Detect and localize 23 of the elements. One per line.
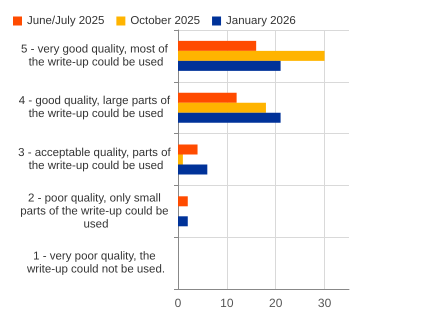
bar xyxy=(178,144,198,154)
legend-label: June/July 2025 xyxy=(27,15,104,27)
x-tick-label: 30 xyxy=(318,296,332,310)
bar xyxy=(178,60,281,71)
y-tick-label: 5 - very good quality, most of the write-up could be used xyxy=(21,43,171,68)
y-tick-label: 2 - poor quality, only small parts of the write-up could be used xyxy=(20,192,172,230)
bar xyxy=(178,112,281,123)
bar xyxy=(178,164,208,174)
x-tick-label: 10 xyxy=(220,296,234,310)
y-tick-label: 4 - good quality, large parts of the write-up could be used xyxy=(18,95,174,120)
y-tick-label: 1 - very poor quality, the write-up could not be used. xyxy=(26,250,166,276)
x-tick-label: 0 xyxy=(174,296,182,310)
bar xyxy=(178,102,266,113)
bar xyxy=(178,92,237,103)
legend-label: October 2025 xyxy=(130,15,200,27)
bar xyxy=(178,40,256,51)
x-tick-label: 20 xyxy=(269,296,283,310)
bar xyxy=(178,216,188,226)
y-tick-label: 3 - acceptable quality, parts of the write-up could be used xyxy=(18,147,174,172)
bar xyxy=(178,196,188,206)
bar xyxy=(178,154,183,164)
legend-label: January 2026 xyxy=(226,15,296,27)
bar xyxy=(178,50,325,61)
